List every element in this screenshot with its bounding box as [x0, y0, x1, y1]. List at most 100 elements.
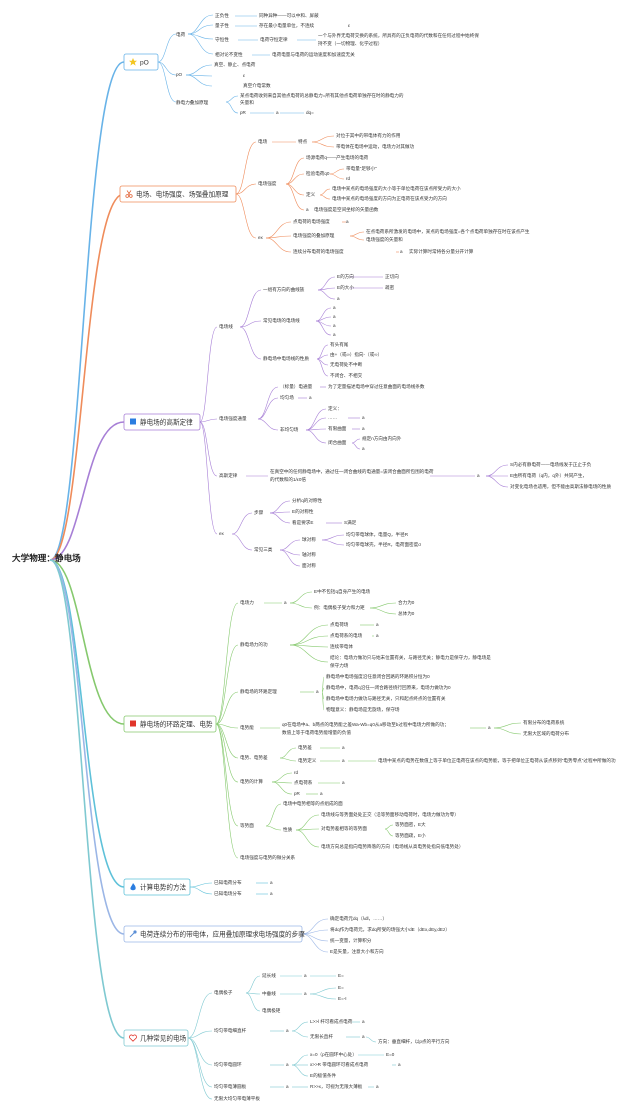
branch-steps[interactable]: 电荷连续分布的带电体，应用叠加原理求电场强度的步骤 [123, 925, 305, 943]
branch-calc-methods[interactable]: 计算电势的方法 [123, 878, 191, 896]
node-ex-continuous[interactable]: 连续分布电荷的电场强度 [293, 248, 344, 255]
branch-po[interactable]: pO [123, 53, 159, 71]
node-closed[interactable]: 闭合曲面 [328, 439, 347, 446]
node-superposition[interactable]: 静电力叠加原理 [176, 99, 209, 106]
node-dipole[interactable]: 电偶极子 [214, 989, 233, 996]
node-definition[interactable]: 定义 [306, 191, 316, 198]
root-node[interactable]: 大学物理：静电场 [12, 552, 81, 563]
node-pot[interactable]: 电势、电势差 [240, 754, 268, 761]
node-pot-def[interactable]: 电势定义 [298, 757, 317, 764]
node-force-desc: E中不包括q自身产生的电场 [314, 588, 371, 595]
node-plane[interactable]: 无限大均匀带电薄平板 [214, 1095, 260, 1102]
node-pot-diff[interactable]: 电势差 [298, 744, 312, 751]
branch-calc-methods-box [123, 878, 191, 896]
branch-gauss[interactable]: 静电场的高斯定律 [123, 413, 201, 431]
connector-line [369, 602, 397, 609]
node-feature[interactable]: 特点 [298, 138, 308, 145]
node-conservation[interactable]: 守恒性 [215, 36, 229, 43]
node-ring[interactable]: 均匀带电圆环 [214, 1061, 242, 1068]
node-a: a [376, 622, 379, 627]
node-equipotential[interactable]: 等势面 [240, 822, 254, 829]
node-loop-3: 静电场中电场力做功与路径无关，只和起点终点的位置有关 [326, 695, 446, 702]
node-axial[interactable]: 轴对称 [302, 551, 316, 558]
node-pe[interactable]: 电势能 [240, 724, 254, 731]
connector-line [187, 24, 214, 35]
connector-line [231, 533, 253, 551]
connector-line [311, 141, 335, 148]
node-planar[interactable]: 面对称 [302, 562, 316, 569]
node-loop-2: 静电场中，电荷q沿任一闭合路径绕行回原来，电场力做功为0 [326, 684, 451, 691]
node-flux-def[interactable]: （标量）电通量 [280, 383, 313, 390]
node-a: a [309, 395, 312, 400]
node-calc-3: pR [294, 791, 301, 796]
connector-line [157, 33, 177, 63]
node-charge[interactable]: 电荷 [176, 31, 186, 38]
node-gauss-desc-1: 在真空中的任何静电场中，通过任一闭合曲线的电通量=该闭合曲面所包围的电荷 [270, 468, 434, 475]
node-po[interactable]: pO [176, 72, 183, 77]
node-flux[interactable]: 电场强度通量 [219, 415, 247, 422]
node-lines-common[interactable]: 常见电场的电场线 [263, 317, 300, 324]
node-calc[interactable]: 电势的计算 [240, 778, 263, 785]
node-ex-superpos-1: 在点电荷系所激发的电场中，某点的电场强度=各个点电荷单独存在时在该点产生 [366, 228, 530, 235]
node-rod-2[interactable]: 无限长直杆 [310, 1033, 333, 1040]
node-lines-props[interactable]: 静电场中电场线的性质 [263, 355, 309, 362]
node-steps[interactable]: 步骤 [254, 509, 264, 516]
branch-field-intensity[interactable]: 电场、电场强度、场强叠加原理 [119, 185, 237, 203]
node-force-ex[interactable]: 例：电偶极子受力和力矩 [314, 604, 365, 611]
branch-common-fields[interactable]: 几种常见的电场 [123, 1029, 189, 1047]
node-conservation-desc-1: 一个与外界无电荷交换的系统，所具有的正负电荷的代数和在任何过程中始终保 [318, 32, 479, 39]
node-int-test-a: 带电量"足够小" [346, 165, 377, 172]
node-pr-a: a [276, 110, 279, 115]
connector-line [485, 464, 509, 477]
node-disk[interactable]: 均匀带电薄圆板 [214, 1083, 247, 1090]
node-ex-point[interactable]: 点电荷的电场强度 [293, 218, 330, 225]
node-ex-superpos[interactable]: 电场强度的叠加原理 [293, 232, 335, 239]
node-gauss-law[interactable]: 高斯定律 [219, 472, 238, 479]
node-pr[interactable]: pR [240, 110, 247, 115]
node-rod[interactable]: 均匀带电细直杆 [214, 1027, 247, 1034]
node-relativistic-desc: 电荷电量与电荷的运动速度和加速度无关 [272, 51, 355, 58]
node-a: a [346, 219, 349, 224]
node-method-2[interactable]: 已知电场分布 [214, 890, 242, 897]
node-feature-1: 对位于其中的带电体有力的作用 [336, 132, 401, 139]
node-field[interactable]: 电场 [258, 138, 268, 145]
node-relation[interactable]: 电场强度与电势的微分关系 [240, 854, 296, 861]
node-dipole-moment[interactable]: 电偶极矩 [262, 1007, 281, 1014]
node-uniform[interactable]: 均匀场 [280, 394, 294, 401]
branch-steps-box [123, 925, 303, 943]
node-three-types[interactable]: 常见三类 [254, 546, 273, 553]
node-conservation-law[interactable]: 电荷守恒定律 [260, 36, 288, 43]
connector-line [215, 723, 239, 729]
node-curved[interactable]: 有限曲面 [328, 425, 347, 432]
node-dipole-perp[interactable]: 中垂线 [262, 990, 276, 997]
node-lines-1[interactable]: 一组有方向的曲线族 [263, 286, 305, 293]
branch-potential[interactable]: 静电场的环路定理、电势 [123, 715, 217, 733]
node-dipole-ext[interactable]: 延长线 [262, 972, 276, 979]
node-int-test[interactable]: 检验电荷q0 [306, 170, 330, 177]
node-work[interactable]: 静电场力的功 [240, 641, 268, 648]
connector-line [279, 757, 297, 762]
connector-line [189, 882, 213, 888]
node-intensity[interactable]: 电场强度 [258, 180, 277, 187]
node-a: a [270, 891, 273, 896]
node-loop[interactable]: 静电场的环路定理 [240, 688, 277, 695]
node-feature-2: 带电体在电场中运动，电场力对其做功 [336, 143, 415, 150]
node-rod-1: L>>l 杆可看成点电荷 [310, 1018, 353, 1025]
node-gauss-ex[interactable]: ex [219, 531, 225, 536]
node-lines-mag: E的大小 [337, 284, 354, 291]
node-quantization[interactable]: 量子性 [215, 22, 229, 29]
node-field-lines[interactable]: 电场线 [219, 323, 233, 330]
node-spherical[interactable]: 球对称 [302, 536, 316, 543]
node-po-2: ε [243, 73, 245, 78]
connector-line [157, 61, 177, 103]
node-force[interactable]: 电场力 [240, 599, 254, 606]
node-ex[interactable]: ex [258, 235, 264, 240]
connector-line [289, 602, 313, 609]
node-equi-props[interactable]: 性质 [283, 826, 293, 833]
node-equi-prop-2[interactable]: 对电势差相等的等势面 [321, 825, 367, 832]
connector-line [321, 534, 345, 541]
node-nonuniform[interactable]: 非均匀场 [280, 426, 299, 433]
node-polarity[interactable]: 正负性 [215, 12, 229, 19]
node-relativistic[interactable]: 相对论不变性 [215, 51, 243, 58]
node-method-1[interactable]: 已知电荷分布 [214, 879, 242, 886]
